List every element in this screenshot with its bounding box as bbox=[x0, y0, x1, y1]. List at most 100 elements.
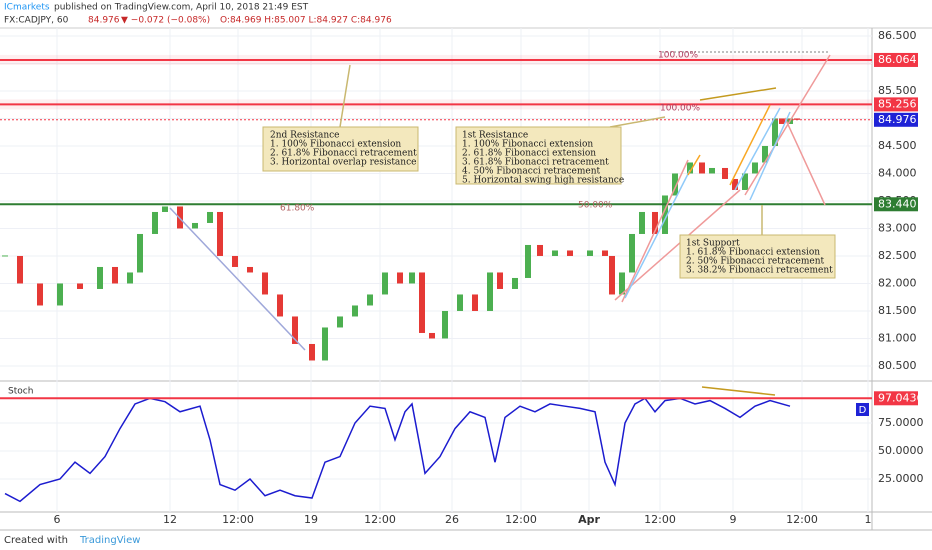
annotation-line: 2nd Resistance bbox=[270, 131, 340, 141]
published: published on TradingView.com, April 10, … bbox=[54, 3, 309, 13]
symbol: FX:CADJPY, 60 bbox=[4, 16, 69, 26]
last-label: 84.976 bbox=[878, 113, 917, 126]
last-price: 84.976 bbox=[88, 16, 120, 26]
x-tick-label: Apr bbox=[578, 513, 600, 526]
candle bbox=[699, 162, 705, 174]
ohlc: O:84.969 H:85.007 L:84.927 C:84.976 bbox=[220, 16, 392, 26]
y-tick-label: 81.500 bbox=[878, 304, 917, 317]
level-label: 86.064 bbox=[878, 53, 917, 66]
candle bbox=[602, 250, 608, 256]
level-tag bbox=[874, 391, 918, 406]
candle bbox=[322, 327, 328, 361]
y-tick-label: 83.000 bbox=[878, 221, 917, 234]
line bbox=[4, 397, 791, 503]
footer-text: Created with bbox=[4, 535, 68, 546]
candle bbox=[487, 272, 493, 311]
candle bbox=[772, 118, 778, 146]
candle bbox=[794, 118, 800, 120]
candle bbox=[127, 272, 133, 284]
annotation-line: 1. 61.8% Fibonacci extension bbox=[686, 248, 820, 258]
candle bbox=[587, 250, 593, 256]
annotation: 1st Resistance 1. 100% Fibonacci extensi… bbox=[455, 126, 624, 186]
x-tick-label: 1 bbox=[865, 513, 872, 526]
fib-label: 100.00% bbox=[660, 104, 700, 114]
level-tag bbox=[874, 52, 918, 67]
footer-brand: TradingView bbox=[79, 535, 140, 546]
candle bbox=[309, 343, 315, 361]
publisher: ICmarkets bbox=[4, 3, 50, 13]
fib-label: 100.00% bbox=[658, 51, 698, 61]
x-tick-label: 12:00 bbox=[222, 513, 254, 526]
candle bbox=[525, 244, 531, 278]
y-tick-label: 82.000 bbox=[878, 276, 917, 289]
candle bbox=[672, 173, 678, 196]
y-tick-label: 86.500 bbox=[878, 29, 917, 42]
candle bbox=[382, 272, 388, 295]
fib-label: 50.00% bbox=[578, 201, 613, 211]
candle bbox=[752, 162, 758, 174]
y-tick-label: 84.500 bbox=[878, 139, 917, 152]
x-tick-label: 12:00 bbox=[364, 513, 396, 526]
pane-label: Stoch bbox=[8, 387, 33, 397]
candle bbox=[97, 266, 103, 289]
annotation-line: 2. 50% Fibonacci retracement bbox=[686, 257, 825, 267]
x-tick-label: 12:00 bbox=[644, 513, 676, 526]
candle bbox=[512, 277, 518, 289]
annotation-line: 2. 61.8% Fibonacci extension bbox=[462, 149, 596, 159]
candle bbox=[409, 272, 415, 284]
candle bbox=[77, 283, 83, 289]
candle bbox=[397, 272, 403, 284]
y-tick-label: 85.500 bbox=[878, 84, 917, 97]
fib-label: 61.80% bbox=[280, 204, 315, 214]
annotation-line: 1st Resistance bbox=[462, 131, 528, 141]
x-tick-label: 6 bbox=[54, 513, 61, 526]
candle bbox=[262, 272, 268, 295]
badge bbox=[856, 403, 869, 416]
annotation-line: 2. 61.8% Fibonacci retracement bbox=[270, 149, 417, 159]
candle bbox=[639, 211, 645, 234]
candle bbox=[457, 294, 463, 311]
candle bbox=[217, 211, 223, 256]
candle bbox=[419, 272, 425, 333]
y-tick-label: 50.0000 bbox=[878, 444, 924, 457]
x-tick-label: 26 bbox=[445, 513, 459, 526]
candle bbox=[742, 173, 748, 190]
candle bbox=[687, 162, 693, 174]
candle bbox=[17, 255, 23, 284]
annotation: 2nd Resistance 1. 100% Fibonacci extensi… bbox=[262, 126, 419, 172]
x-tick-label: 12:00 bbox=[505, 513, 537, 526]
y-tick-label: 80.500 bbox=[878, 359, 917, 372]
annotation-line: 1st Support bbox=[686, 239, 740, 249]
candle bbox=[352, 305, 358, 317]
x-tick-label: 12:00 bbox=[786, 513, 818, 526]
candle bbox=[709, 167, 715, 174]
level-label: 85.256 bbox=[878, 97, 917, 110]
candle bbox=[277, 294, 283, 317]
candle bbox=[429, 332, 435, 339]
candle bbox=[567, 250, 573, 256]
annotation-line: 1. 100% Fibonacci extension bbox=[270, 140, 401, 150]
candle bbox=[137, 233, 143, 273]
annotation-line: 3. 38.2% Fibonacci retracement bbox=[686, 266, 833, 276]
annotation-line: 3. Horizontal overlap resistance bbox=[270, 158, 416, 168]
y-tick-label: 81.000 bbox=[878, 331, 917, 344]
candle bbox=[162, 206, 168, 212]
candle bbox=[722, 167, 728, 179]
x-tick-label: 9 bbox=[730, 513, 737, 526]
candle bbox=[472, 294, 478, 311]
candle bbox=[232, 255, 238, 267]
change: ▼ −0.072 (−0.08%) bbox=[121, 16, 210, 26]
level-tag bbox=[874, 97, 918, 112]
x-tick-label: 12 bbox=[163, 513, 177, 526]
candle bbox=[762, 145, 768, 163]
candle bbox=[112, 266, 118, 284]
candle bbox=[367, 294, 373, 306]
candle bbox=[247, 266, 253, 273]
annotation-line: 5. Horizontal swing high resistance bbox=[462, 176, 624, 186]
candle bbox=[152, 211, 158, 234]
arrows bbox=[169, 51, 831, 396]
candle bbox=[652, 211, 658, 234]
y-tick-label: 82.500 bbox=[878, 249, 917, 262]
candle bbox=[497, 272, 503, 289]
